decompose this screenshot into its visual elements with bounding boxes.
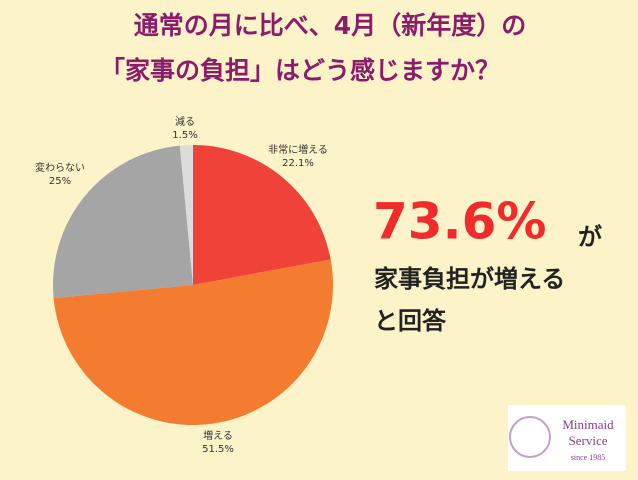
slice-label: 減る [175,115,195,128]
logo-text: Service [569,433,608,448]
highlight: 73.6% [373,193,546,251]
annotation: が [578,223,602,251]
chart-title: 「家事の負担」はどう感じますか？ [100,56,500,85]
logo: Minimaid Service since 1985 [508,405,626,471]
annotation: 家事負担が増える [374,265,565,293]
annotation: と回答 [374,307,447,335]
value-label: 1.5% [172,130,197,141]
pie-slice [53,259,333,425]
slice-label: 増える [203,429,233,442]
value-label: 22.1% [282,158,314,169]
logo-box [508,405,626,471]
chart-title: 通常の月に比べ、4月（新年度）の [134,11,526,40]
logo-emblem [509,416,551,458]
slice-label: 非常に増える [268,143,328,156]
slice-label: 変わらない [35,161,85,174]
logo-text: since 1985 [571,453,605,462]
value-label: 25% [49,176,71,187]
logo-text: Minimaid [562,417,614,432]
pie-slice [179,145,193,285]
pie-slice [193,145,331,285]
pie-slice [53,145,194,298]
value-label: 51.5% [202,444,234,455]
